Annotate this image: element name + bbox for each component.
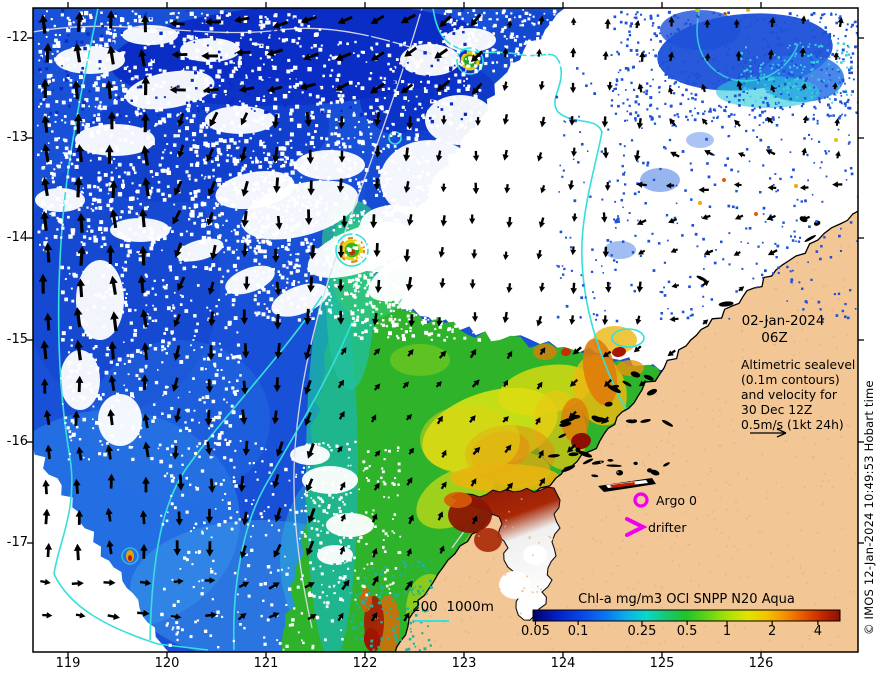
colorbar-tick-label: 2 [768,624,777,639]
colorbar-tick-label: 0.5 [676,624,698,639]
colorbar-tick-label: 1 [722,624,732,639]
y-axis-tick-label: -15 [6,332,28,347]
colorbar-tick-label: 0.1 [567,624,589,639]
x-axis-tick-label: 123 [451,656,477,671]
drifter-marker [625,517,648,537]
colorbar-title: Chl-a mg/m3 OCI SNPP N20 Aqua [578,592,795,607]
bathymetry-legend-label: 200 1000m [412,599,494,615]
time-annotation: 06Z [761,330,788,346]
x-axis-tick-label: 122 [352,656,378,671]
altimetric-note-line: Altimetric sealevel [741,358,856,372]
y-axis-tick-label: -13 [6,130,28,145]
colorbar [532,609,841,622]
x-axis-tick-label: 121 [253,656,279,671]
altimetric-note-line: 0.5m/s (1kt 24h) [741,418,844,432]
plot-frame [32,7,859,653]
map-layers [33,8,858,652]
y-axis-tick-label: -12 [6,30,28,45]
velocity-scale-arrow [750,428,787,438]
colorbar-tick-label: 0.05 [520,624,550,639]
x-axis-tick-label: 119 [55,656,81,671]
y-axis-tick-label: -16 [6,434,28,449]
velocity-arrows [38,10,844,622]
copyright-text: © IMOS 12-Jan-2024 10:49:53 Hobart time [862,380,876,635]
x-axis-tick-label: 124 [550,656,576,671]
altimetric-note-line: 30 Dec 12Z [741,403,813,417]
altimetric-note-line: and velocity for [741,388,837,402]
x-axis-tick-label: 120 [154,656,180,671]
altimetric-note-line: (0.1m contours) [741,373,840,387]
y-axis-tick-label: -17 [6,535,28,550]
x-axis-tick-label: 125 [649,656,675,671]
colorbar-tick-label: 0.25 [627,624,657,639]
colorbar-tick-label: 4 [813,624,823,639]
argo-float-label: Argo 0 [656,493,697,508]
argo-float-marker [633,492,649,508]
y-axis-tick-label: -14 [6,230,28,245]
drifter-label: drifter [648,520,687,535]
date-annotation: 02-Jan-2024 [741,313,825,329]
x-axis-tick-label: 126 [748,656,774,671]
